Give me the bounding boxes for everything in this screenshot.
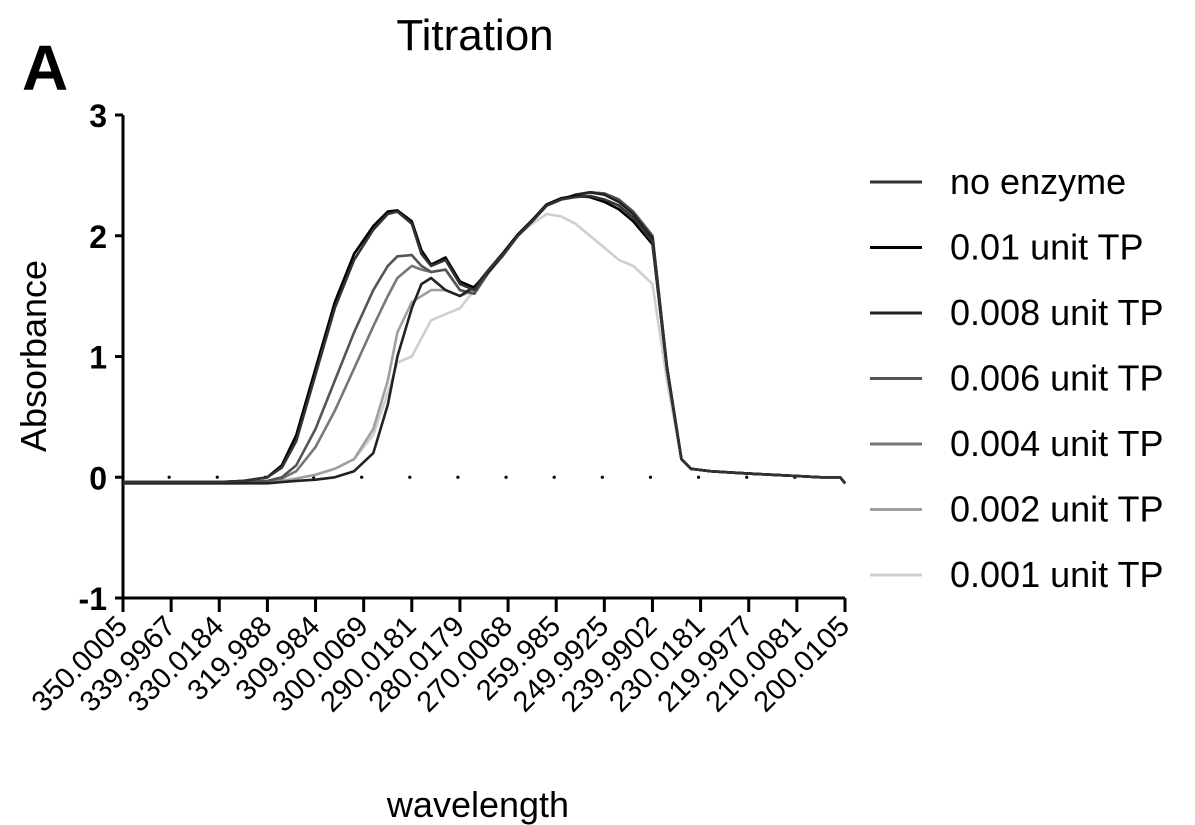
zero-dot [745,475,749,479]
legend-label: no enzyme [950,161,1126,202]
chart-title: Titration [396,11,553,60]
zero-dot [552,475,556,479]
legend-label: 0.01 unit TP [950,227,1143,268]
series-line [123,191,847,485]
axes [121,115,845,600]
y-tick-label: 0 [89,460,107,496]
y-tick-label: 2 [89,219,107,255]
zero-dot [408,475,412,479]
y-axis-ticks: -1 0 1 2 3 [79,98,123,617]
y-tick-label: -1 [79,581,107,617]
zero-dot [167,475,171,479]
legend-label: 0.006 unit TP [950,358,1164,399]
zero-dot [600,475,604,479]
series-line [123,194,847,485]
y-tick-label: 1 [89,340,107,376]
series-line [123,191,847,485]
legend: no enzyme 0.01 unit TP 0.008 unit TP 0.006 … [870,161,1164,595]
series-line [123,194,847,485]
zero-dot [648,475,653,479]
x-axis-label: wavelength [386,784,569,825]
series-line [123,191,847,485]
zero-dot [697,475,701,479]
y-tick-label: 3 [89,98,107,134]
zero-dot [456,475,460,479]
legend-label: 0.001 unit TP [950,554,1164,595]
series-line [123,212,847,485]
y-axis-label: Absorbance [13,260,54,452]
plot-area [123,191,847,485]
zero-dot [504,475,508,479]
x-axis-ticks: 350.0005339.9967330.0184319.988309.98430… [26,598,856,718]
series-line [123,191,847,485]
zero-dot [360,475,364,479]
legend-label: 0.004 unit TP [950,423,1164,464]
zero-dot [215,475,219,479]
panel-label: A [22,32,68,104]
legend-label: 0.008 unit TP [950,292,1164,333]
legend-label: 0.002 unit TP [950,489,1164,530]
